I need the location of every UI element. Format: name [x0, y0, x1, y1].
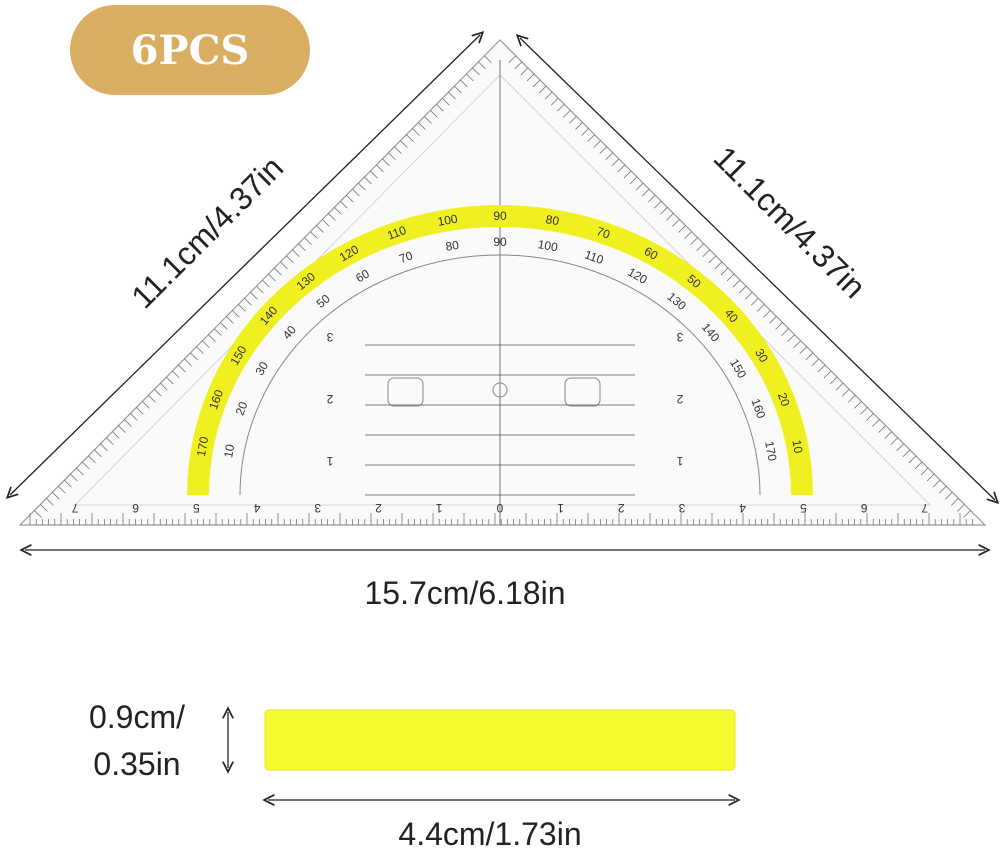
cm-label: 4	[739, 501, 746, 515]
vertical-scale-label: 1	[326, 454, 333, 468]
badge-label: 6PCS	[131, 27, 250, 74]
protractor-outer-label: 90	[493, 209, 507, 223]
bar-height-dimension-1: 0.9cm/	[89, 699, 185, 735]
scale-tick	[957, 504, 965, 512]
scale-tick	[963, 510, 971, 518]
cm-label: 7	[71, 501, 78, 515]
cm-label: 2	[375, 501, 382, 515]
cm-label: 1	[557, 501, 564, 515]
cm-label: 3	[314, 501, 321, 515]
cm-label: 2	[618, 501, 625, 515]
cm-label: 5	[193, 501, 200, 515]
scale-tick	[46, 498, 54, 506]
scale-tick	[508, 55, 517, 64]
yellow-bar	[264, 709, 736, 771]
cm-label: 0	[496, 501, 503, 515]
scale-tick	[484, 55, 492, 64]
scale-tick	[34, 510, 42, 518]
scale-tick	[40, 504, 48, 512]
bar-height-dimension-2: 0.35in	[93, 746, 180, 782]
vertical-scale-label: 3	[676, 330, 683, 344]
vertical-scale-label: 2	[676, 392, 683, 406]
vertical-scale-label: 2	[326, 392, 333, 406]
protractor-inner-label: 80	[444, 238, 460, 254]
protractor-outer-label: 10	[789, 439, 805, 455]
protractor-inner-label: 90	[493, 235, 507, 249]
bar-length-dimension: 4.4cm/1.73in	[398, 816, 581, 852]
cm-label: 3	[678, 501, 685, 515]
cm-label: 4	[253, 501, 260, 515]
cm-label: 7	[921, 501, 928, 515]
cm-label: 6	[132, 501, 139, 515]
vertical-scale-label: 3	[326, 330, 333, 344]
protractor-inner-label: 10	[221, 443, 237, 459]
cm-label: 1	[436, 501, 443, 515]
vertical-scale-label: 1	[676, 454, 683, 468]
protractor-outer-label: 80	[545, 212, 561, 228]
cm-label: 5	[800, 501, 807, 515]
cm-label: 6	[860, 501, 867, 515]
base-dimension: 15.7cm/6.18in	[364, 575, 565, 611]
quantity-badge: 6PCS	[70, 5, 310, 95]
